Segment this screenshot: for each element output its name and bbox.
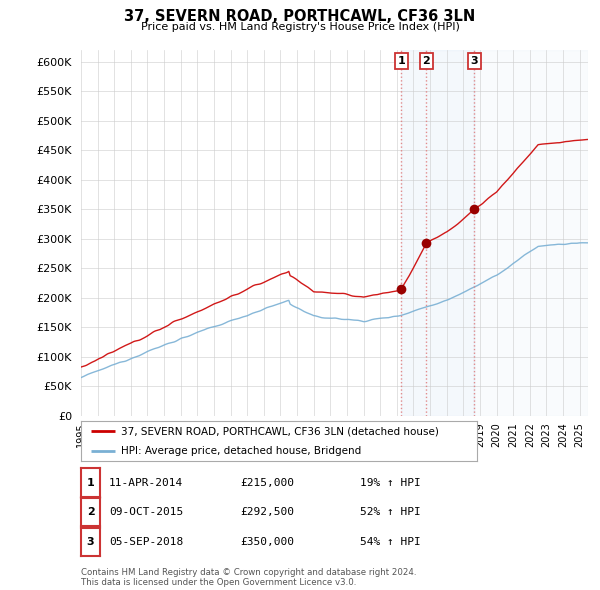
- Bar: [401, 50, 475, 416]
- Text: HPI: Average price, detached house, Bridgend: HPI: Average price, detached house, Brid…: [121, 447, 361, 456]
- Text: Contains HM Land Registry data © Crown copyright and database right 2024.
This d: Contains HM Land Registry data © Crown c…: [81, 568, 416, 587]
- Text: 1: 1: [87, 478, 94, 487]
- Text: 2: 2: [87, 507, 94, 517]
- Text: £215,000: £215,000: [240, 478, 294, 487]
- Text: 19% ↑ HPI: 19% ↑ HPI: [360, 478, 421, 487]
- Text: Price paid vs. HM Land Registry's House Price Index (HPI): Price paid vs. HM Land Registry's House …: [140, 22, 460, 32]
- Text: 54% ↑ HPI: 54% ↑ HPI: [360, 537, 421, 547]
- Text: 11-APR-2014: 11-APR-2014: [109, 478, 184, 487]
- Text: 3: 3: [87, 537, 94, 547]
- Text: 37, SEVERN ROAD, PORTHCAWL, CF36 3LN: 37, SEVERN ROAD, PORTHCAWL, CF36 3LN: [124, 9, 476, 24]
- Bar: [475, 50, 588, 416]
- Text: 1: 1: [397, 56, 405, 66]
- Text: £350,000: £350,000: [240, 537, 294, 547]
- Text: 3: 3: [470, 56, 478, 66]
- Text: £292,500: £292,500: [240, 507, 294, 517]
- Text: 09-OCT-2015: 09-OCT-2015: [109, 507, 184, 517]
- Text: 2: 2: [422, 56, 430, 66]
- Text: 05-SEP-2018: 05-SEP-2018: [109, 537, 184, 547]
- Text: 52% ↑ HPI: 52% ↑ HPI: [360, 507, 421, 517]
- Text: 37, SEVERN ROAD, PORTHCAWL, CF36 3LN (detached house): 37, SEVERN ROAD, PORTHCAWL, CF36 3LN (de…: [121, 427, 439, 436]
